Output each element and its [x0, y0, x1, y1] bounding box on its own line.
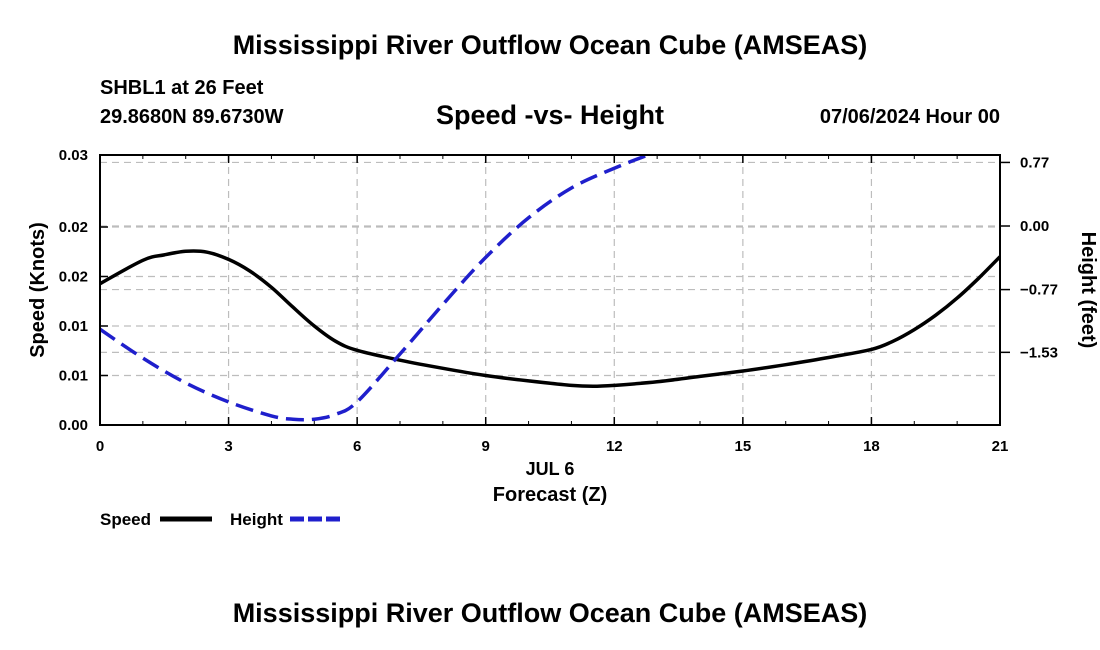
y-left-axis-title: Speed (Knots) — [27, 222, 49, 358]
y-left-tick-label: 0.03 — [59, 147, 88, 164]
y-left-tick-label: 0.02 — [59, 219, 88, 236]
x-tick-label: 15 — [735, 438, 752, 455]
y-left-tick-label: 0.00 — [59, 417, 88, 434]
y-left-tick-label: 0.01 — [59, 368, 88, 385]
chart-datetime: 07/06/2024 Hour 00 — [819, 106, 1000, 128]
grid-layer — [100, 155, 1000, 425]
series-line-speed — [100, 249, 1000, 389]
footer-title: Mississippi River Outflow Ocean Cube (AM… — [232, 598, 868, 628]
x-tick-label: 12 — [606, 438, 623, 455]
x-tick-label: 6 — [353, 438, 361, 455]
axis-layer: 0 3 6 9 12 15 18 21 0.00 0.01 0.01 0.02 0.02 0.03 0.77… — [27, 147, 1099, 506]
station-coords: 29.8680N 89.6730W — [100, 106, 284, 128]
y-left-tick-label: 0.01 — [59, 318, 88, 335]
x-tick-label: 21 — [992, 438, 1009, 455]
y-right-tick-label: 0.00 — [1020, 218, 1049, 235]
x-tick-label: 0 — [96, 438, 104, 455]
x-tick-label: 18 — [863, 438, 880, 455]
y-right-axis-title: Height (feet) — [1077, 232, 1099, 349]
legend-layer: Speed Height — [100, 510, 342, 529]
series-line-height — [100, 155, 654, 422]
y-right-tick-label: −1.53 — [1020, 344, 1058, 361]
series-layer — [100, 155, 1000, 422]
y-left-tick-label: 0.02 — [59, 269, 88, 286]
x-axis-title: Forecast (Z) — [493, 484, 607, 506]
legend-label-height: Height — [230, 510, 283, 529]
station-id: SHBL1 at 26 Feet — [100, 77, 264, 99]
main-title: Mississippi River Outflow Ocean Cube (AM… — [232, 30, 868, 60]
y-right-tick-label: −0.77 — [1020, 282, 1058, 299]
legend-label-speed: Speed — [100, 510, 151, 529]
chart-title: Speed -vs- Height — [435, 100, 665, 130]
y-right-tick-label: 0.77 — [1020, 154, 1049, 171]
x-tick-label: 3 — [224, 438, 232, 455]
x-date-label: JUL 6 — [526, 459, 575, 479]
x-tick-label: 9 — [482, 438, 490, 455]
